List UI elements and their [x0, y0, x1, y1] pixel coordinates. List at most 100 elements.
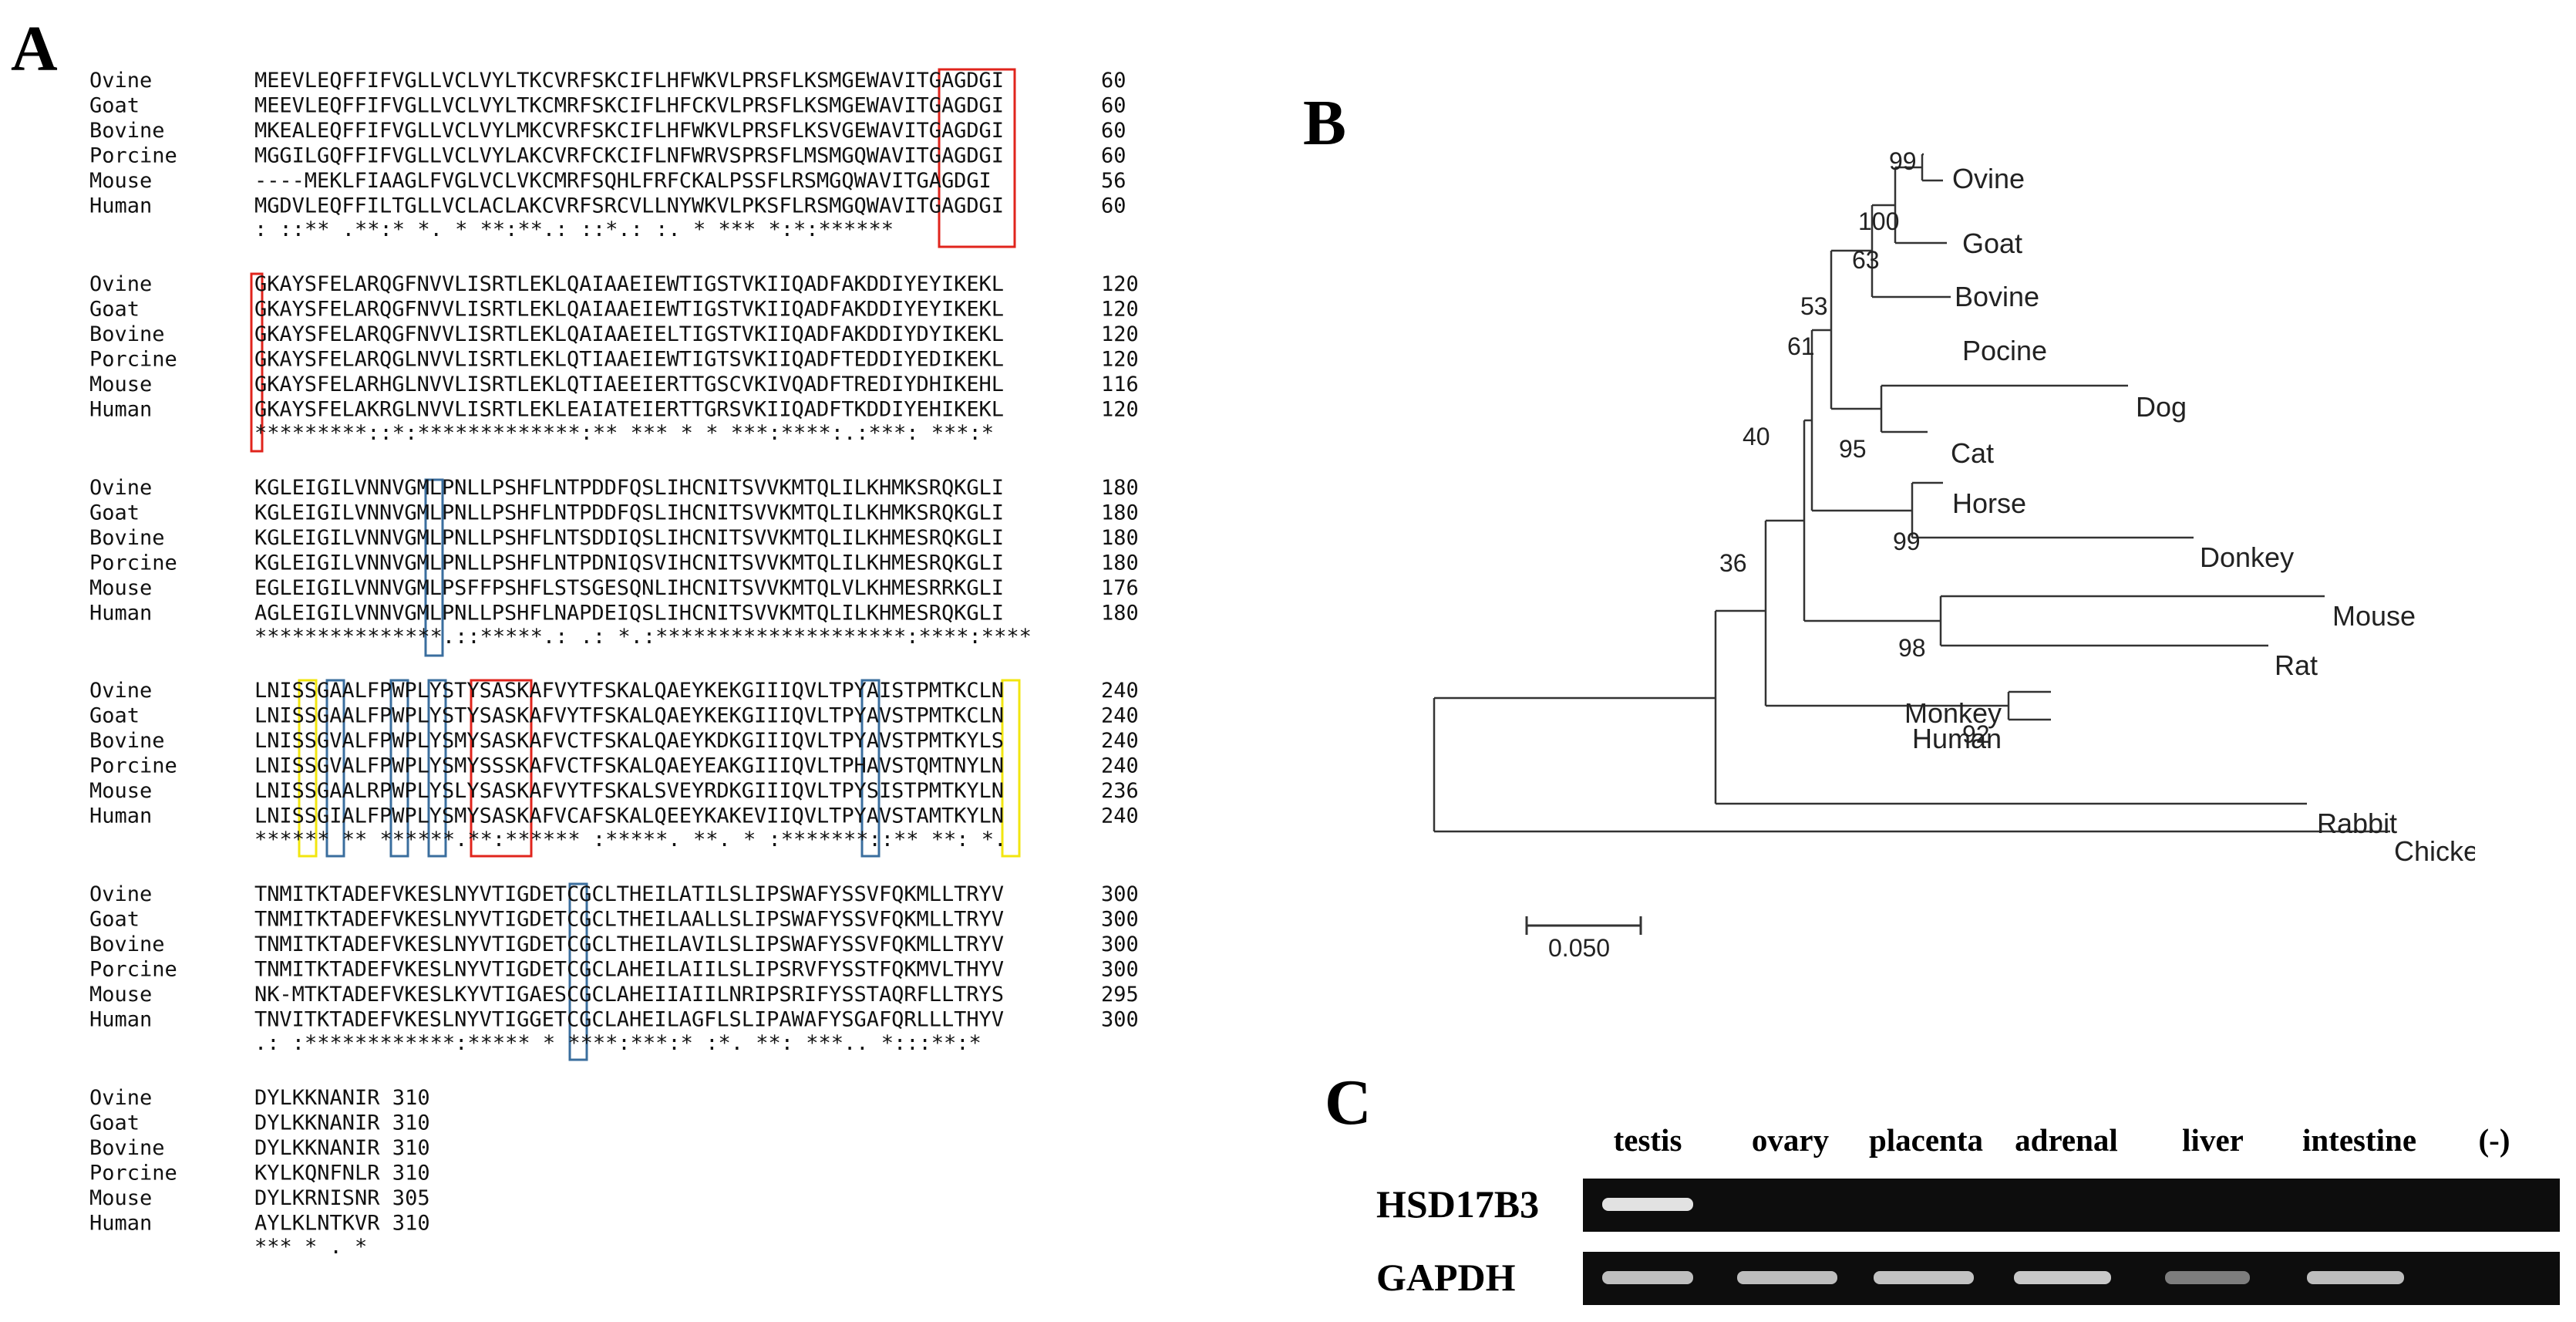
species-name: Goat — [89, 1111, 140, 1135]
sequence-row: LNISSGIALFPWPLYSMYSASKAFVCAFSKALQEEYKAKE… — [254, 804, 1004, 828]
residue-position: 180 — [1101, 526, 1139, 550]
residue-position: 180 — [1101, 602, 1139, 626]
sequence-row: GKAYSFELARQGLNVVLISRTLEKLQTIAAEIEWTIGTSV… — [254, 348, 1004, 372]
gel-band — [2307, 1271, 2404, 1284]
gel-bands — [1602, 1198, 2404, 1284]
residue-position: 60 — [1101, 69, 1126, 93]
taxon-label: Bovine — [1955, 281, 2039, 312]
residue-position: 236 — [1101, 779, 1139, 803]
residue-box-blue — [427, 679, 447, 858]
bootstrap-value: 98 — [1898, 634, 1926, 662]
bootstrap-value: 53 — [1800, 292, 1828, 320]
sequence-row: LNISSGVALFPWPLYSMYSASKAFVCTFSKALQAEYKDKG… — [254, 729, 1004, 753]
residue-position: 300 — [1101, 932, 1139, 956]
sequence-row: GKAYSFELARQGFNVVLISRTLEKLQAIAAEIEWTIGSTV… — [254, 272, 1004, 296]
residue-position: 240 — [1101, 729, 1139, 753]
taxon-label: Horse — [1952, 487, 2026, 519]
species-name: Mouse — [89, 576, 152, 600]
sequence-row: MEEVLEQFFIFVGLLVCLVYLTKCVRFSKCIFLHFWKVLP… — [254, 69, 1004, 93]
sequence-row: LNISSGAALFPWPLYSTYSASKAFVYTFSKALQAEYKEKG… — [254, 679, 1004, 703]
residue-position: 180 — [1101, 476, 1139, 500]
residue-box-blue — [860, 679, 881, 858]
bootstrap-value: 36 — [1719, 549, 1747, 577]
species-name: Ovine — [89, 69, 152, 93]
gel-band — [1737, 1271, 1837, 1284]
taxon-label: Dog — [2136, 391, 2187, 423]
lane-label: (-) — [2479, 1122, 2510, 1158]
conservation-line: : ::** .**:* *. * **:**.: ::*.: :. * ***… — [254, 218, 894, 241]
residue-position: 60 — [1101, 94, 1126, 118]
motif-box-red — [938, 68, 1016, 248]
sequence-row: TNMITKTADEFVKESLNYVTIGDETCGCLTHEILAVILSL… — [254, 932, 1004, 956]
sequence-row: GKAYSFELARHGLNVVLISRTLEKLQTIAEEIERTTGSCV… — [254, 373, 1004, 396]
bootstrap-value: 99 — [1889, 147, 1917, 175]
sequence-alignment: Ovine MEEVLEQFFIFVGLLVCLVYLTKCVRFSKCIFLHF… — [89, 68, 1139, 1259]
species-name: Bovine — [89, 322, 165, 346]
conservation-line: *********::*:*************:** *** * * **… — [254, 421, 994, 445]
residue-position: 300 — [1101, 908, 1139, 932]
residue-position: 180 — [1101, 551, 1139, 575]
tree-branches — [1433, 153, 2390, 833]
taxon-label: Ovine — [1952, 163, 2025, 194]
sequence-row: KGLEIGILVNNVGMLPNLLPSHFLNTPDDFQSLIHCNITS… — [254, 501, 1004, 525]
sequence-row: TNVITKTADEFVKESLNYVTIGGETCGCLAHEILAGFLSL… — [254, 1008, 1004, 1032]
taxon-label: Human — [1912, 723, 2002, 754]
gel-band — [1874, 1271, 1974, 1284]
residue-position: 240 — [1101, 704, 1139, 728]
gel-gene-labels: HSD17B3 GAPDH — [1376, 1182, 1539, 1299]
phylogenetic-tree: Ovine Goat Bovine Pocine Dog Cat Horse Donkey Mo… — [1433, 147, 2475, 962]
sequence-row: MEEVLEQFFIFVGLLVCLVYLTKCMRFSKCIFLHFCKVLP… — [254, 94, 1004, 118]
sequence-row: KGLEIGILVNNVGMLPNLLPSHFLNTPDDFQSLIHCNITS… — [254, 476, 1004, 500]
species-name: Bovine — [89, 1136, 165, 1160]
scale-bar-label: 0.050 — [1548, 934, 1610, 962]
taxon-label: Rat — [2275, 649, 2318, 681]
residue-position: 60 — [1101, 194, 1126, 218]
residue-position: 295 — [1101, 983, 1139, 1007]
species-name: Ovine — [89, 272, 152, 296]
conservation-line: ***************.::*****.: .: *.:********… — [254, 625, 1032, 649]
residue-position: 120 — [1101, 398, 1139, 422]
gel-strip-gapdh — [1583, 1252, 2560, 1305]
sequence-row: TNMITKTADEFVKESLNYVTIGDETCGCLTHEILATILSL… — [254, 882, 1004, 906]
species-name: Human — [89, 1212, 152, 1236]
tree-dynamic: Ovine Goat Bovine Pocine Dog Cat Horse Donkey Mo… — [1525, 147, 2475, 962]
alignment-text: Ovine MEEVLEQFFIFVGLLVCLVYLTKCVRFSKCIFLHF… — [89, 69, 1139, 1259]
sequence-row: GKAYSFELARQGFNVVLISRTLEKLQAIAAEIELTIGSTV… — [254, 322, 1004, 346]
motif-box-red — [250, 272, 264, 453]
sequence-row: AGLEIGILVNNVGMLPNLLPSHFLNAPDEIQSLIHCNITS… — [254, 602, 1004, 626]
taxon-label: Rabbit — [2317, 808, 2397, 839]
species-name: Human — [89, 602, 152, 626]
bootstrap-value: 61 — [1787, 332, 1815, 360]
sequence-row: KYLKQNFNLR 310 — [254, 1162, 430, 1185]
species-name: Goat — [89, 94, 140, 118]
gel-band — [2014, 1271, 2111, 1284]
panel-label-c: C — [1325, 1067, 1372, 1138]
species-name: Bovine — [89, 119, 165, 143]
residue-box-blue — [424, 478, 444, 657]
gene-label: HSD17B3 — [1376, 1182, 1539, 1226]
sequence-row: MGGILGQFFIFVGLLVCLVYLAKCVRFCKCIFLNFWRVSP… — [254, 144, 1004, 168]
gel-band — [1602, 1271, 1693, 1284]
sequence-row: KGLEIGILVNNVGMLPNLLPSHFLNTSDDIQSLIHCNITS… — [254, 526, 1004, 550]
residue-position: 300 — [1101, 1008, 1139, 1032]
species-name: Bovine — [89, 932, 165, 956]
gel-lane-labels: testis ovary placenta adrenal liver intestine… — [1614, 1122, 2510, 1158]
lane-label: intestine — [2302, 1122, 2416, 1158]
conservation-line: *** * . * — [254, 1235, 367, 1259]
residue-position: 56 — [1101, 169, 1126, 193]
species-name: Human — [89, 804, 152, 828]
sequence-row: MKEALEQFFIFVGLLVCLVYLMKCVRFSKCIFLHFWKVLP… — [254, 119, 1004, 143]
taxon-label: Mouse — [2332, 600, 2416, 632]
residue-position: 60 — [1101, 144, 1126, 168]
species-name: Mouse — [89, 169, 152, 193]
sequence-row: TNMITKTADEFVKESLNYVTIGDETCGCLTHEILAALLSL… — [254, 908, 1004, 932]
sequence-row: AYLKLNTKVR 310 — [254, 1212, 430, 1236]
motif-box-red — [470, 679, 533, 858]
species-name: Human — [89, 398, 152, 422]
lane-label: adrenal — [2015, 1122, 2118, 1158]
species-name: Mouse — [89, 373, 152, 396]
taxon-label: Goat — [1962, 228, 2022, 259]
species-name: Ovine — [89, 1086, 152, 1110]
sequence-row: TNMITKTADEFVKESLNYVTIGDETCGCLAHEILAIILSL… — [254, 958, 1004, 982]
sequence-row: GKAYSFELAKRGLNVVLISRTLEKLEAIATEIERTTGRSV… — [254, 398, 1004, 422]
